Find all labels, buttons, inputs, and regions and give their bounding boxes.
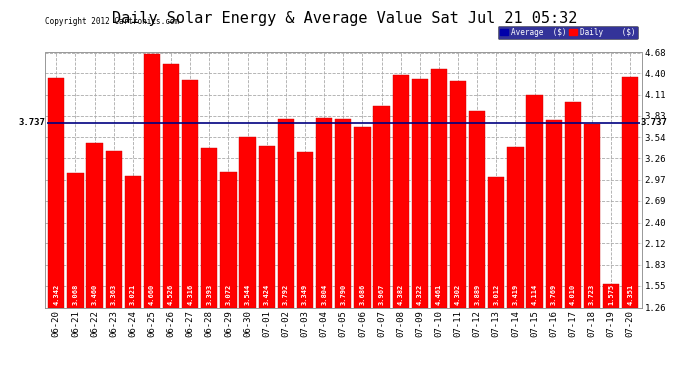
Text: 3.393: 3.393	[206, 284, 213, 305]
Text: 3.804: 3.804	[321, 284, 327, 305]
Bar	[48, 78, 64, 308]
Text: 3.686: 3.686	[359, 284, 366, 305]
Text: 3.068: 3.068	[72, 284, 79, 305]
Bar	[507, 147, 524, 308]
Bar	[564, 102, 581, 308]
Legend: Average  ($), Daily    ($): Average ($), Daily ($)	[498, 26, 638, 39]
Text: 4.342: 4.342	[53, 284, 59, 305]
Bar	[412, 79, 428, 308]
Text: 3.769: 3.769	[551, 284, 557, 305]
Bar	[431, 69, 447, 308]
Bar	[259, 146, 275, 308]
Text: 3.790: 3.790	[340, 284, 346, 305]
Text: 4.114: 4.114	[531, 284, 538, 305]
Text: 3.737: 3.737	[641, 118, 668, 127]
Text: 3.419: 3.419	[513, 284, 518, 305]
Bar	[373, 106, 390, 308]
Text: 4.302: 4.302	[455, 284, 461, 305]
Bar	[622, 77, 638, 308]
Text: 4.660: 4.660	[149, 284, 155, 305]
Bar	[220, 172, 237, 308]
Bar	[489, 177, 504, 308]
Bar	[469, 111, 485, 308]
Text: 4.316: 4.316	[187, 284, 193, 305]
Bar	[278, 119, 294, 308]
Bar	[144, 54, 160, 307]
Text: 4.351: 4.351	[627, 284, 633, 305]
Bar	[201, 148, 217, 308]
Bar	[526, 95, 543, 308]
Text: 4.382: 4.382	[397, 284, 404, 305]
Text: 3.723: 3.723	[589, 284, 595, 305]
Text: Daily Solar Energy & Average Value Sat Jul 21 05:32: Daily Solar Energy & Average Value Sat J…	[112, 11, 578, 26]
Bar	[125, 176, 141, 308]
Bar	[68, 173, 83, 308]
Text: 4.526: 4.526	[168, 284, 174, 305]
Bar	[450, 81, 466, 308]
Bar	[182, 80, 198, 308]
Text: 3.363: 3.363	[110, 284, 117, 305]
Bar	[335, 119, 351, 308]
Text: 3.737: 3.737	[19, 118, 46, 127]
Text: 4.010: 4.010	[570, 284, 576, 305]
Text: 3.424: 3.424	[264, 284, 270, 305]
Bar	[584, 124, 600, 308]
Bar	[354, 127, 371, 308]
Text: 4.322: 4.322	[417, 284, 423, 305]
Text: 3.012: 3.012	[493, 284, 500, 305]
Text: 3.792: 3.792	[283, 284, 289, 305]
Bar	[86, 144, 103, 308]
Text: 3.349: 3.349	[302, 284, 308, 305]
Text: 3.544: 3.544	[245, 284, 250, 305]
Text: 3.021: 3.021	[130, 284, 136, 305]
Text: 3.072: 3.072	[226, 284, 232, 305]
Text: 1.575: 1.575	[608, 284, 614, 305]
Bar	[106, 151, 122, 308]
Text: 3.889: 3.889	[474, 284, 480, 305]
Bar	[297, 152, 313, 308]
Bar	[239, 137, 256, 308]
Text: 4.461: 4.461	[436, 284, 442, 305]
Bar	[546, 120, 562, 308]
Bar	[316, 118, 333, 308]
Bar	[393, 75, 408, 308]
Text: 3.460: 3.460	[92, 284, 97, 305]
Text: 3.967: 3.967	[379, 284, 384, 305]
Text: Copyright 2012 Cartronics.com: Copyright 2012 Cartronics.com	[45, 17, 179, 26]
Bar	[603, 284, 619, 308]
Bar	[163, 64, 179, 308]
